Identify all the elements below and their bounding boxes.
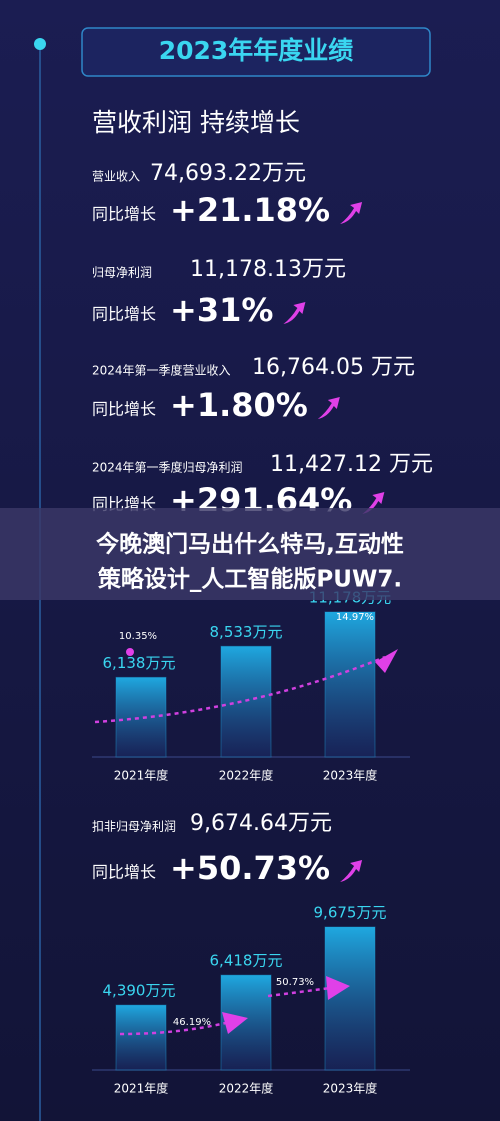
arrow-icon [283,302,306,324]
stat-label: 扣非归母净利润 [92,820,176,834]
category-label: 2021年度 [114,768,169,783]
category-label: 2022年度 [219,768,274,783]
stat-value: 11,427.12 万元 [270,452,433,477]
stat-value: 11,178.13万元 [190,257,346,282]
growth-label: 同比增长 [92,205,156,224]
overlay-text: 策略设计_人工智能版PUW7. [98,566,402,593]
arrow-icon [340,860,363,882]
stat-value: 16,764.05 万元 [252,355,415,380]
value-label: 6,418万元 [210,952,283,970]
category-label: 2023年度 [323,768,378,783]
category-label: 2023年度 [323,1081,378,1096]
growth-value: +1.80% [170,386,308,424]
growth-label: 同比增长 [92,400,156,419]
title: 2023年年度业绩 [159,36,354,65]
growth-label: 同比增长 [92,863,156,882]
growth-label: 同比增长 [92,305,156,324]
value-label: 9,675万元 [314,904,387,922]
bar [324,926,376,1071]
dot [126,648,134,656]
stat-label: 2024年第一季度归母净利润 [92,460,243,475]
trend-curve [267,986,331,998]
category-label: 2022年度 [219,1081,274,1096]
value-label: 6,138万元 [103,654,176,672]
stat-value: 74,693.22万元 [150,161,306,186]
value-label: 4,390万元 [103,982,176,1000]
subtitle: 营收利润 持续增长 [92,108,300,137]
trend-arrow [222,1012,248,1034]
arrow-icon [340,202,363,224]
annotation: 46.19% [173,1017,211,1028]
growth-value: +21.18% [170,191,330,229]
trend-arrow [375,649,398,673]
arrow-icon [317,397,340,419]
stat-label: 2024年第一季度营业收入 [92,363,231,378]
annotation: 50.73% [276,977,314,988]
trend-curve [119,1020,231,1036]
category-label: 2021年度 [114,1081,169,1096]
annotation: 10.35% [119,631,157,642]
bar [115,1004,167,1071]
bar [115,676,167,758]
timeline-dot [34,38,46,50]
bar [324,611,376,758]
arrow-icon [362,492,385,514]
stat-label: 营业收入 [92,170,140,184]
trend-arrow [326,976,350,1000]
annotation: 14.97% [336,612,374,623]
overlay-band [0,508,500,600]
overlay-text: 今晚澳门马出什么特马,互动性 [96,531,404,558]
stat-value: 9,674.64万元 [190,811,332,836]
title-box [81,27,431,77]
stat-label: 归母净利润 [92,266,152,280]
value-label: 8,533万元 [210,623,283,641]
growth-value: +50.73% [170,849,330,887]
growth-value: +31% [170,291,273,329]
